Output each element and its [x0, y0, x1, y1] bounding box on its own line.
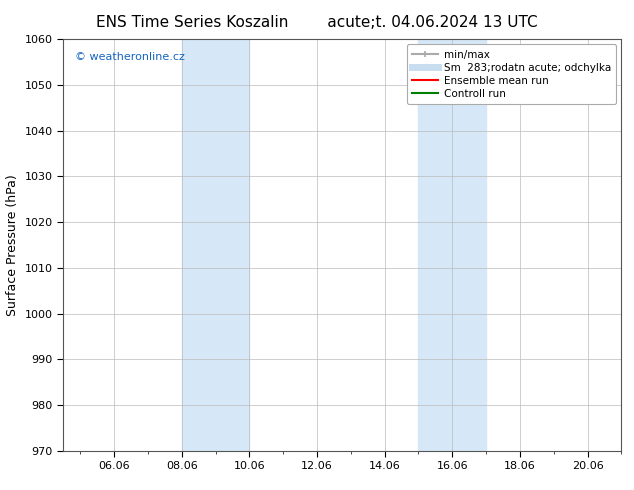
Bar: [182, 39, 249, 451]
Bar: [418, 39, 452, 451]
Legend: min/max, Sm  283;rodatn acute; odchylka, Ensemble mean run, Controll run: min/max, Sm 283;rodatn acute; odchylka, …: [407, 45, 616, 104]
Y-axis label: Surface Pressure (hPa): Surface Pressure (hPa): [6, 174, 19, 316]
Text: © weatheronline.cz: © weatheronline.cz: [75, 51, 184, 62]
Text: ENS Time Series Koszalin        acute;t. 04.06.2024 13 UTC: ENS Time Series Koszalin acute;t. 04.06.…: [96, 15, 538, 30]
Bar: [452, 39, 486, 451]
